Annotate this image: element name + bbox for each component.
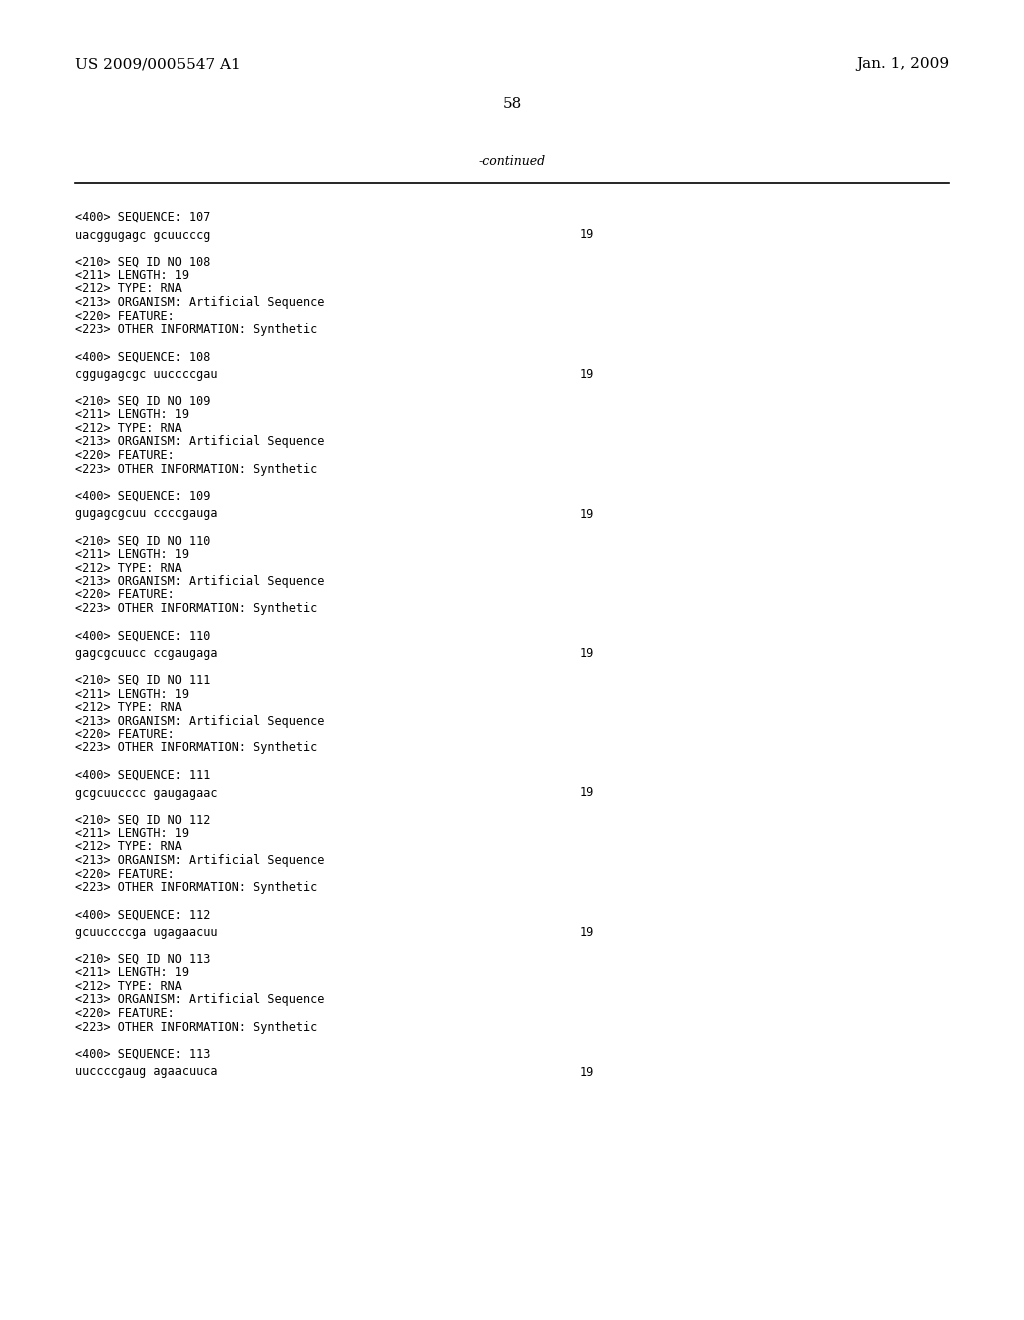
Text: <220> FEATURE:: <220> FEATURE: <box>75 729 175 741</box>
Text: <211> LENGTH: 19: <211> LENGTH: 19 <box>75 548 189 561</box>
Text: <220> FEATURE:: <220> FEATURE: <box>75 867 175 880</box>
Text: <212> TYPE: RNA: <212> TYPE: RNA <box>75 422 182 436</box>
Text: <220> FEATURE:: <220> FEATURE: <box>75 589 175 602</box>
Text: <220> FEATURE:: <220> FEATURE: <box>75 309 175 322</box>
Text: <400> SEQUENCE: 112: <400> SEQUENCE: 112 <box>75 908 210 921</box>
Text: <400> SEQUENCE: 109: <400> SEQUENCE: 109 <box>75 490 210 503</box>
Text: gcgcuucccc gaugagaac: gcgcuucccc gaugagaac <box>75 787 217 800</box>
Text: cggugagcgc uuccccgau: cggugagcgc uuccccgau <box>75 368 217 381</box>
Text: <210> SEQ ID NO 110: <210> SEQ ID NO 110 <box>75 535 210 548</box>
Text: <213> ORGANISM: Artificial Sequence: <213> ORGANISM: Artificial Sequence <box>75 994 325 1006</box>
Text: <213> ORGANISM: Artificial Sequence: <213> ORGANISM: Artificial Sequence <box>75 296 325 309</box>
Text: <212> TYPE: RNA: <212> TYPE: RNA <box>75 979 182 993</box>
Text: 19: 19 <box>580 228 594 242</box>
Text: <220> FEATURE:: <220> FEATURE: <box>75 449 175 462</box>
Text: <212> TYPE: RNA: <212> TYPE: RNA <box>75 701 182 714</box>
Text: <400> SEQUENCE: 113: <400> SEQUENCE: 113 <box>75 1048 210 1061</box>
Text: <400> SEQUENCE: 111: <400> SEQUENCE: 111 <box>75 770 210 781</box>
Text: <212> TYPE: RNA: <212> TYPE: RNA <box>75 561 182 574</box>
Text: <210> SEQ ID NO 111: <210> SEQ ID NO 111 <box>75 675 210 686</box>
Text: <223> OTHER INFORMATION: Synthetic: <223> OTHER INFORMATION: Synthetic <box>75 1020 317 1034</box>
Text: <213> ORGANISM: Artificial Sequence: <213> ORGANISM: Artificial Sequence <box>75 436 325 449</box>
Text: <400> SEQUENCE: 108: <400> SEQUENCE: 108 <box>75 351 210 363</box>
Text: <212> TYPE: RNA: <212> TYPE: RNA <box>75 282 182 296</box>
Text: uuccccgaug agaacuuca: uuccccgaug agaacuuca <box>75 1065 217 1078</box>
Text: gagcgcuucc ccgaugaga: gagcgcuucc ccgaugaga <box>75 647 217 660</box>
Text: <213> ORGANISM: Artificial Sequence: <213> ORGANISM: Artificial Sequence <box>75 854 325 867</box>
Text: 19: 19 <box>580 647 594 660</box>
Text: <211> LENGTH: 19: <211> LENGTH: 19 <box>75 408 189 421</box>
Text: <223> OTHER INFORMATION: Synthetic: <223> OTHER INFORMATION: Synthetic <box>75 880 317 894</box>
Text: <211> LENGTH: 19: <211> LENGTH: 19 <box>75 966 189 979</box>
Text: <213> ORGANISM: Artificial Sequence: <213> ORGANISM: Artificial Sequence <box>75 576 325 587</box>
Text: -continued: -continued <box>478 154 546 168</box>
Text: <220> FEATURE:: <220> FEATURE: <box>75 1007 175 1020</box>
Text: <210> SEQ ID NO 109: <210> SEQ ID NO 109 <box>75 395 210 408</box>
Text: 19: 19 <box>580 368 594 381</box>
Text: <213> ORGANISM: Artificial Sequence: <213> ORGANISM: Artificial Sequence <box>75 714 325 727</box>
Text: <210> SEQ ID NO 112: <210> SEQ ID NO 112 <box>75 813 210 826</box>
Text: <211> LENGTH: 19: <211> LENGTH: 19 <box>75 269 189 282</box>
Text: <223> OTHER INFORMATION: Synthetic: <223> OTHER INFORMATION: Synthetic <box>75 742 317 755</box>
Text: 19: 19 <box>580 507 594 520</box>
Text: 19: 19 <box>580 1065 594 1078</box>
Text: <210> SEQ ID NO 108: <210> SEQ ID NO 108 <box>75 256 210 268</box>
Text: 19: 19 <box>580 927 594 939</box>
Text: gcuuccccga ugagaacuu: gcuuccccga ugagaacuu <box>75 927 217 939</box>
Text: <400> SEQUENCE: 107: <400> SEQUENCE: 107 <box>75 211 210 224</box>
Text: uacggugagc gcuucccg: uacggugagc gcuucccg <box>75 228 210 242</box>
Text: <211> LENGTH: 19: <211> LENGTH: 19 <box>75 688 189 701</box>
Text: 58: 58 <box>503 96 521 111</box>
Text: gugagcgcuu ccccgauga: gugagcgcuu ccccgauga <box>75 507 217 520</box>
Text: <223> OTHER INFORMATION: Synthetic: <223> OTHER INFORMATION: Synthetic <box>75 323 317 337</box>
Text: 19: 19 <box>580 787 594 800</box>
Text: <400> SEQUENCE: 110: <400> SEQUENCE: 110 <box>75 630 210 643</box>
Text: <210> SEQ ID NO 113: <210> SEQ ID NO 113 <box>75 953 210 966</box>
Text: <223> OTHER INFORMATION: Synthetic: <223> OTHER INFORMATION: Synthetic <box>75 602 317 615</box>
Text: <211> LENGTH: 19: <211> LENGTH: 19 <box>75 828 189 840</box>
Text: <223> OTHER INFORMATION: Synthetic: <223> OTHER INFORMATION: Synthetic <box>75 462 317 475</box>
Text: <212> TYPE: RNA: <212> TYPE: RNA <box>75 841 182 854</box>
Text: US 2009/0005547 A1: US 2009/0005547 A1 <box>75 57 241 71</box>
Text: Jan. 1, 2009: Jan. 1, 2009 <box>856 57 949 71</box>
